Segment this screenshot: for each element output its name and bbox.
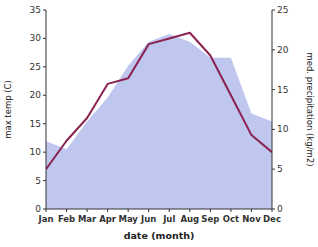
x-tick bbox=[87, 209, 88, 212]
x-tick bbox=[210, 209, 211, 212]
x-tick-label: Nov bbox=[242, 214, 261, 224]
x-tick-label: May bbox=[118, 214, 138, 224]
x-tick-label: Jan bbox=[38, 214, 54, 224]
x-tick-label: Aug bbox=[180, 214, 199, 224]
y2-tick-label: 0 bbox=[277, 204, 283, 214]
y-tick-label: 15 bbox=[30, 119, 41, 129]
x-tick bbox=[128, 209, 129, 212]
y-tick bbox=[43, 123, 46, 124]
y-tick-label: 20 bbox=[30, 90, 42, 100]
x-tick bbox=[251, 209, 252, 212]
y-tick-label: 25 bbox=[30, 62, 41, 72]
y2-tick bbox=[272, 89, 275, 90]
y-tick bbox=[43, 95, 46, 96]
x-tick-label: Mar bbox=[78, 214, 97, 224]
y-tick bbox=[43, 66, 46, 67]
y-tick bbox=[43, 180, 46, 181]
y-tick-label: 0 bbox=[35, 204, 41, 214]
y2-tick bbox=[272, 169, 275, 170]
y-tick-label: 35 bbox=[30, 5, 41, 15]
x-tick bbox=[107, 209, 108, 212]
x-tick bbox=[272, 209, 273, 212]
y2-tick bbox=[272, 49, 275, 50]
x-tick-label: Sep bbox=[201, 214, 219, 224]
y2-tick-label: 5 bbox=[277, 164, 283, 174]
x-axis-label: date (month) bbox=[124, 230, 195, 241]
y-tick-label: 30 bbox=[30, 33, 42, 43]
y-tick-label: 10 bbox=[30, 147, 42, 157]
x-tick bbox=[189, 209, 190, 212]
chart-container: 051015202530350510152025JanFebMarAprMayJ… bbox=[0, 0, 318, 247]
y-axis-label: max temp (C) bbox=[3, 80, 13, 139]
y2-tick-label: 20 bbox=[277, 45, 289, 55]
x-tick-label: Feb bbox=[58, 214, 75, 224]
x-tick bbox=[66, 209, 67, 212]
y-axis-line bbox=[46, 10, 47, 209]
y-tick bbox=[43, 152, 46, 153]
area bbox=[46, 34, 272, 209]
y2-tick-label: 25 bbox=[277, 5, 288, 15]
y-tick bbox=[43, 10, 46, 11]
x-tick-label: Dec bbox=[263, 214, 281, 224]
x-tick-label: Jul bbox=[162, 214, 175, 224]
x-tick bbox=[148, 209, 149, 212]
y-tick-label: 5 bbox=[35, 176, 41, 186]
line bbox=[46, 33, 272, 169]
plot-area bbox=[46, 33, 272, 209]
x-tick bbox=[46, 209, 47, 212]
y2-tick-label: 15 bbox=[277, 85, 288, 95]
y2-tick-label: 10 bbox=[277, 124, 289, 134]
x-tick-label: Oct bbox=[223, 214, 239, 224]
chart: 051015202530350510152025JanFebMarAprMayJ… bbox=[0, 0, 318, 247]
x-tick-label: Jun bbox=[140, 214, 156, 224]
x-tick bbox=[230, 209, 231, 212]
y2-axis-line bbox=[272, 10, 273, 209]
y2-axis-label: med. precipitation (kg/m2) bbox=[305, 52, 315, 166]
y-tick bbox=[43, 38, 46, 39]
x-axis-line bbox=[46, 209, 272, 210]
x-tick-label: Apr bbox=[99, 214, 117, 224]
y2-tick bbox=[272, 129, 275, 130]
y2-tick bbox=[272, 10, 275, 11]
x-tick bbox=[169, 209, 170, 212]
